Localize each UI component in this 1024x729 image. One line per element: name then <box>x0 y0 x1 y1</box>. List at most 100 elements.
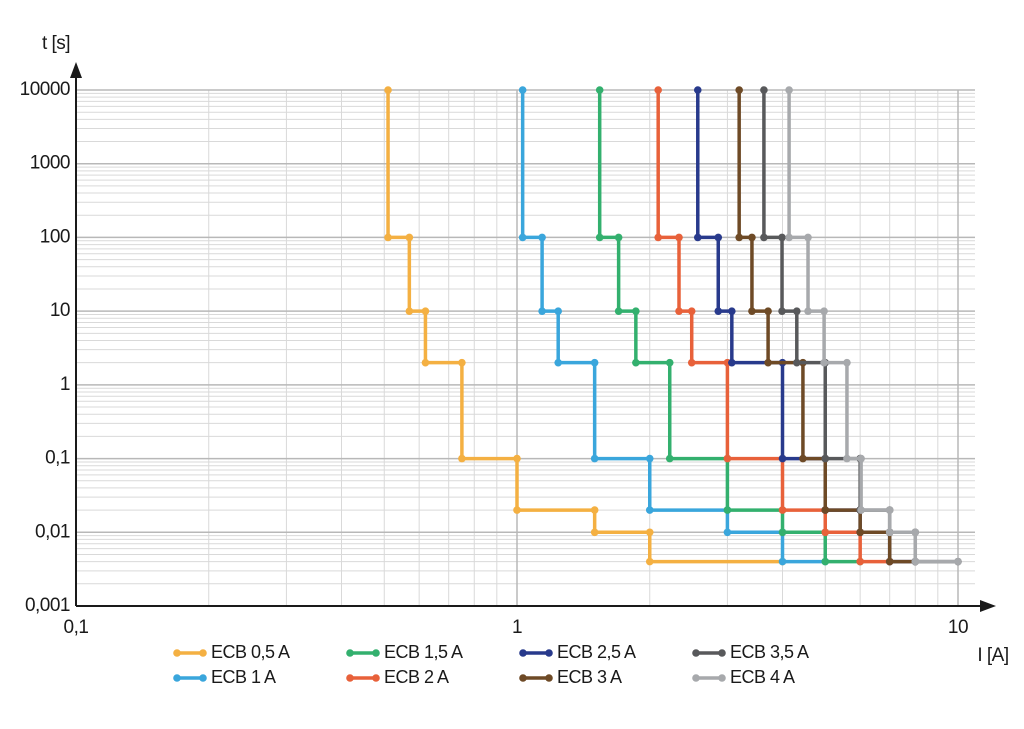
data-point <box>714 233 723 242</box>
data-point <box>645 454 654 463</box>
data-point <box>665 454 674 463</box>
data-point <box>857 506 865 514</box>
data-point <box>654 233 662 242</box>
data-point <box>778 233 786 242</box>
legend-swatch-dot <box>173 649 181 657</box>
data-point <box>764 307 772 315</box>
series <box>654 86 894 566</box>
data-point <box>760 233 768 242</box>
legend-swatch-dot <box>346 674 354 682</box>
data-point <box>675 233 683 242</box>
legend-label: ECB 3 A <box>557 667 622 687</box>
data-point <box>820 358 828 367</box>
data-point <box>799 454 807 463</box>
legend: ECB 0,5 A ECB 1 A ECB 1,5 A ECB 2 A ECB 2,5 … <box>173 642 810 687</box>
x-axis-arrow <box>980 600 996 612</box>
data-point <box>723 528 732 537</box>
legend-label: ECB 4 A <box>730 667 795 687</box>
legend-label: ECB 2 A <box>384 667 449 687</box>
legend-swatch-dot <box>346 649 354 657</box>
data-point <box>778 557 787 566</box>
data-point <box>804 307 812 315</box>
data-point <box>538 307 546 315</box>
data-point <box>843 358 851 367</box>
data-point <box>632 307 640 315</box>
y-axis-arrow <box>70 62 82 78</box>
data-point <box>728 358 736 367</box>
data-point <box>778 528 787 537</box>
data-point <box>785 233 793 242</box>
data-point <box>723 506 732 514</box>
legend-swatch-dot <box>519 649 527 657</box>
legend-swatch-dot <box>692 674 700 682</box>
legend-label: ECB 2,5 A <box>557 642 636 662</box>
data-point <box>645 528 654 537</box>
data-point <box>405 307 414 315</box>
data-point <box>687 358 696 367</box>
y-tick-label: 1 <box>60 374 70 395</box>
legend-swatch-dot <box>199 649 207 657</box>
data-point <box>778 454 787 463</box>
data-point <box>885 557 894 566</box>
data-point <box>778 307 786 315</box>
legend-label: ECB 0,5 A <box>211 642 290 662</box>
grid <box>75 89 975 607</box>
data-point <box>538 233 546 242</box>
step-line <box>696 90 916 564</box>
data-point <box>632 358 640 367</box>
data-point <box>793 358 801 367</box>
data-point <box>518 86 527 94</box>
data-point <box>856 528 864 537</box>
data-point <box>654 86 662 94</box>
data-point <box>728 307 736 315</box>
data-point <box>760 86 768 94</box>
data-point <box>595 86 604 94</box>
data-point <box>723 454 732 463</box>
data-point <box>785 86 793 94</box>
data-point <box>714 307 723 315</box>
data-point <box>590 358 599 367</box>
x-tick-label: 0,1 <box>64 617 89 638</box>
legend-swatch-dot <box>718 674 726 682</box>
data-point <box>554 307 562 315</box>
data-point <box>843 454 851 463</box>
data-point <box>885 506 894 514</box>
data-point <box>405 233 414 242</box>
legend-label: ECB 3,5 A <box>730 642 809 662</box>
data-point <box>645 506 654 514</box>
y-tick-label: 10000 <box>20 79 70 100</box>
data-point <box>421 358 430 367</box>
data-point <box>793 307 801 315</box>
legend-swatch-dot <box>372 649 380 657</box>
data-point <box>458 454 466 463</box>
data-point <box>911 528 920 537</box>
data-point <box>693 86 702 94</box>
legend-swatch-dot <box>545 674 553 682</box>
data-point <box>590 506 599 514</box>
data-point <box>857 454 865 463</box>
y-tick-label: 0,001 <box>25 595 70 616</box>
data-point <box>513 454 521 463</box>
data-point <box>954 557 962 566</box>
data-point <box>554 358 562 367</box>
legend-swatch-dot <box>519 674 527 682</box>
step-line <box>386 90 783 564</box>
data-point <box>595 233 604 242</box>
data-point <box>693 233 702 242</box>
data-point <box>856 557 864 566</box>
data-point <box>735 233 743 242</box>
data-point <box>518 233 527 242</box>
data-point <box>384 233 392 242</box>
data-point <box>821 557 830 566</box>
data-point <box>821 528 830 537</box>
step-line <box>597 90 861 564</box>
y-tick-label: 10 <box>50 300 70 321</box>
legend-label: ECB 1,5 A <box>384 642 463 662</box>
data-point <box>764 358 772 367</box>
legend-swatch-dot <box>173 674 181 682</box>
data-point <box>885 528 894 537</box>
x-tick-label: 10 <box>948 617 968 638</box>
step-line <box>520 90 826 564</box>
y-tick-label: 1000 <box>30 153 70 174</box>
